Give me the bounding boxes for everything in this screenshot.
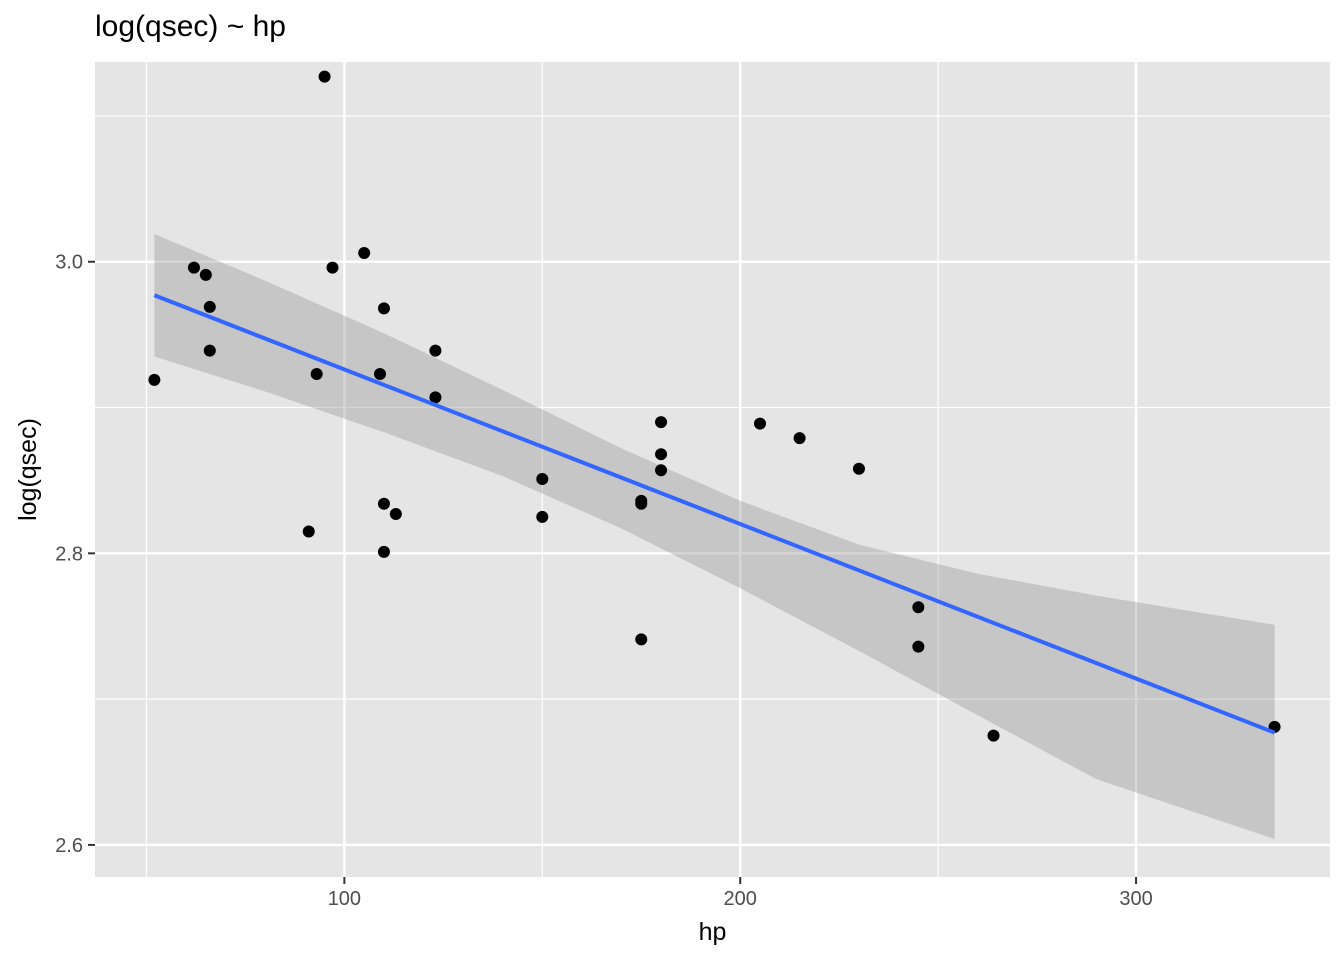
data-point (358, 246, 371, 259)
data-point (310, 368, 323, 381)
data-point (429, 344, 442, 357)
points-layer (148, 70, 1281, 742)
data-point (754, 417, 766, 430)
data-point (536, 510, 549, 523)
data-point (377, 545, 390, 558)
x-axis-title: hp (699, 918, 727, 946)
fit-line-layer (153, 293, 1276, 735)
data-point (852, 462, 865, 475)
data-point (187, 261, 200, 274)
minor-gridlines (95, 62, 1330, 877)
data-point (635, 633, 648, 646)
x-tick-label: 100 (328, 888, 361, 910)
data-point (318, 70, 331, 83)
data-point (536, 472, 549, 485)
data-point (429, 391, 442, 404)
data-point (912, 640, 925, 653)
x-tick-label: 200 (724, 888, 757, 910)
y-tick-label: 2.6 (55, 835, 83, 857)
confidence-band-layer (154, 234, 1275, 840)
data-point (199, 268, 212, 281)
plot-panel (95, 62, 1330, 877)
data-point (203, 344, 216, 357)
data-point (377, 302, 390, 315)
data-point (389, 507, 402, 520)
data-point (377, 497, 390, 510)
y-tick-label: 3.0 (55, 252, 83, 274)
data-point (374, 368, 386, 381)
data-point (912, 601, 925, 614)
major-gridlines (95, 62, 1330, 877)
chart-title: log(qsec) ~ hp (95, 10, 286, 43)
data-point (326, 261, 339, 274)
confidence-band (154, 234, 1275, 840)
x-tick-label: 300 (1119, 888, 1152, 910)
data-point (203, 300, 216, 313)
y-tick-label: 2.8 (55, 543, 83, 565)
data-point (148, 373, 161, 386)
data-point (635, 497, 648, 510)
data-point (655, 464, 668, 477)
data-point (655, 448, 668, 461)
regression-line (153, 293, 1276, 735)
x-axis: 100 200 300 (328, 877, 1153, 910)
data-point (793, 432, 806, 445)
data-point (302, 525, 315, 538)
data-point (987, 729, 1000, 742)
data-point (655, 416, 668, 429)
y-axis: 2.6 2.8 3.0 (55, 252, 95, 857)
y-axis-title: log(qsec) (14, 418, 42, 521)
